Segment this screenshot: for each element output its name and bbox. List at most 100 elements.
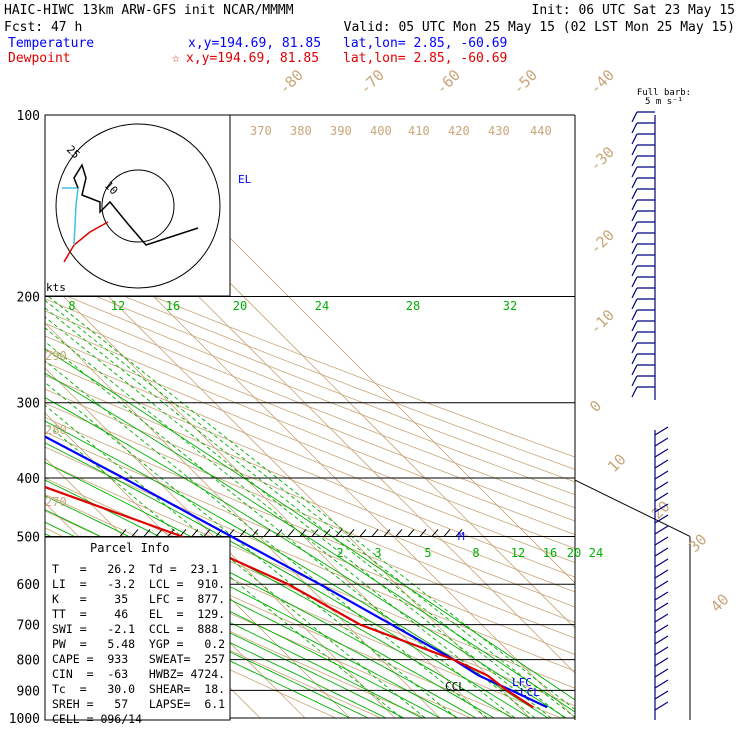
mixing-ratio-label: 8: [472, 546, 479, 560]
hodograph-units: kts: [46, 281, 66, 294]
pressure-label: 700: [17, 619, 40, 634]
dewpoint-latlon: lat,lon= 2.85, -60.69: [343, 51, 507, 66]
theta-label: 420: [448, 124, 470, 138]
parcel-row: PW = 5.48 YGP = 0.2: [52, 637, 225, 651]
isotherm-label: -10: [586, 306, 618, 338]
dry-adiabat: [45, 581, 336, 719]
theta-label: 270: [45, 495, 67, 509]
pressure-label: 400: [17, 472, 40, 487]
dry-adiabat: [45, 417, 575, 639]
wind-barb: [654, 624, 669, 634]
isotherm-label: -40: [586, 66, 618, 98]
isotherm-label: -70: [356, 66, 388, 98]
dry-adiabat: [45, 251, 575, 458]
hodograph-ring: [55, 123, 221, 289]
dewpoint-star: ☆: [172, 51, 180, 66]
wind-barb: [654, 525, 669, 535]
isotherm-label: 0: [586, 397, 605, 416]
dewpoint-legend: Dewpoint: [8, 51, 71, 66]
dry-adiabat: [45, 446, 575, 672]
profile-label: EL: [238, 173, 252, 186]
wind-barb: [654, 448, 669, 458]
parcel-row: SWI = -2.1 CCL = 888.: [52, 622, 225, 636]
hatch-mark: [431, 529, 439, 537]
header-fcst: Fcst: 47 h: [4, 20, 82, 35]
hatch-mark: [119, 529, 127, 537]
isotherm-line: [45, 412, 351, 719]
theta-label: 400: [370, 124, 392, 138]
wind-barb: [631, 155, 638, 167]
hodograph-trace: [63, 221, 109, 263]
wind-barb: [654, 558, 669, 568]
wind-barb: [631, 287, 638, 299]
wind-barb: [631, 210, 638, 222]
hatch-mark: [131, 529, 139, 537]
parcel-row: SREH = 57 LAPSE= 6.1: [52, 697, 225, 711]
wind-barb: [631, 232, 638, 244]
pressure-label: 500: [17, 530, 40, 545]
wind-barb: [631, 309, 638, 321]
parcel-row: LI = -3.2 LCL = 910.: [52, 577, 225, 591]
mixing-ratio-label: 16: [543, 546, 557, 560]
theta-label: 380: [290, 124, 312, 138]
hatch-mark: [407, 529, 415, 537]
pressure-label: 900: [17, 684, 40, 699]
pressure-label: 300: [17, 397, 40, 412]
hatch-mark: [155, 529, 163, 537]
mixing-ratio-label: 32: [503, 299, 517, 313]
parcel-row: T = 26.2 Td = 23.1: [52, 562, 218, 576]
sounding-profiles: [45, 435, 548, 709]
dry-adiabat: [45, 348, 575, 564]
dewpoint-line: [45, 485, 534, 709]
wind-barb: [631, 166, 638, 178]
isotherm-label: -60: [432, 66, 464, 98]
header-title: HAIC-HIWC 13km ARW-GFS init NCAR/MMMM: [4, 3, 294, 18]
wind-barb: [654, 470, 669, 480]
dry-adiabat: [45, 310, 575, 522]
mixing-ratio-label: 24: [315, 299, 329, 313]
header-init: Init: 06 UTC Sat 23 May 15: [532, 3, 736, 18]
wind-barb-units: 5 m s⁻¹: [645, 97, 683, 107]
temperature-legend: Temperature: [8, 36, 94, 51]
hatch-mark: [263, 529, 271, 537]
isotherm-label: 40: [707, 590, 733, 616]
isotherm-label: -30: [586, 143, 618, 175]
isotherm-label: 10: [604, 450, 630, 476]
header-valid: Valid: 05 UTC Mon 25 May 15 (02 LST Mon …: [344, 20, 735, 35]
theta-label: 440: [530, 124, 552, 138]
mixing-ratio-label: 8: [68, 299, 75, 313]
wind-barb: [654, 679, 669, 689]
mixing-ratio-label: 12: [511, 546, 525, 560]
wind-barb: [631, 133, 638, 145]
mixing-ratio-label: 24: [589, 546, 603, 560]
wind-barb: [654, 646, 669, 656]
dry-adiabat: [45, 563, 381, 719]
isotherm-line: [45, 232, 531, 719]
hatch-mark: [143, 529, 151, 537]
hatch-mark: [239, 529, 247, 537]
theta-label: 280: [45, 423, 67, 437]
parcel-row: CAPE = 933 SWEAT= 257: [52, 652, 225, 666]
temperature-line: [45, 435, 548, 709]
dry-adiabat: [45, 263, 575, 470]
dry-adiabat: [45, 388, 575, 608]
wind-barb: [631, 353, 638, 365]
dry-adiabat: [45, 374, 575, 593]
wind-barb: [631, 364, 638, 376]
wind-barb-header: Full barb:: [637, 88, 691, 98]
dry-adiabat: [45, 322, 575, 536]
hatch-mark: [299, 529, 307, 537]
parcel-row: CIN = -63 HWBZ= 4724.: [52, 667, 225, 681]
dry-adiabat: [45, 461, 575, 689]
hatch-mark: [395, 529, 403, 537]
dry-adiabat: [45, 431, 575, 655]
hatch-mark: [419, 529, 427, 537]
profile-label: M: [458, 530, 465, 543]
wind-barb: [654, 591, 669, 601]
dry-adiabat: [45, 335, 575, 550]
wind-barb: [631, 331, 638, 343]
wind-barb: [631, 375, 638, 387]
